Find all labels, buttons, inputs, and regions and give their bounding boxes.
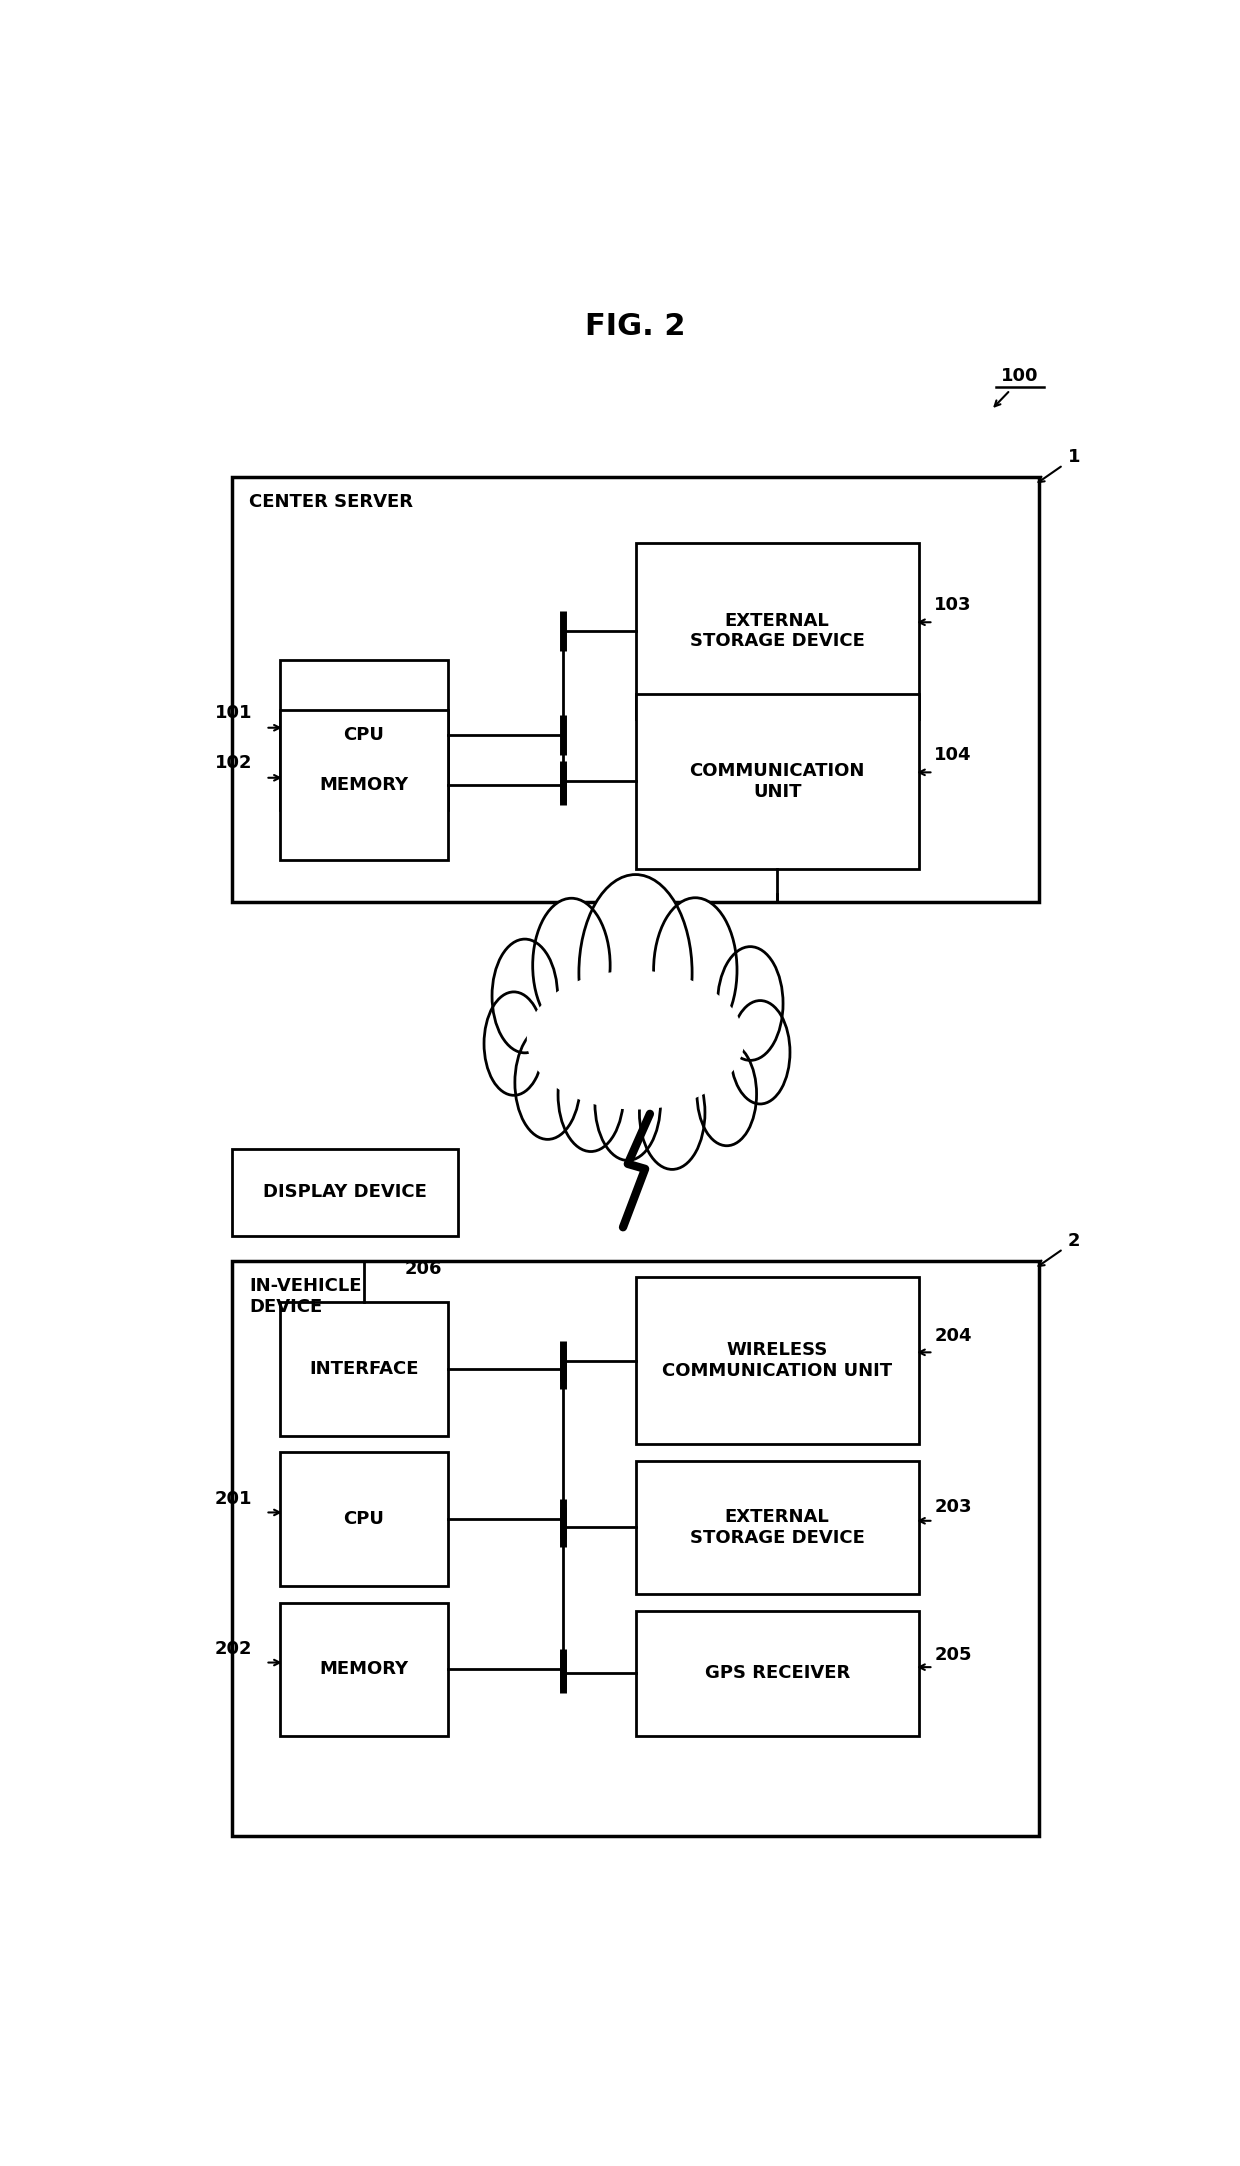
Text: DISPLAY DEVICE: DISPLAY DEVICE [263, 1183, 427, 1202]
Text: 204: 204 [935, 1326, 972, 1345]
Bar [232, 477, 1039, 901]
Bar [635, 1278, 919, 1445]
Circle shape [653, 897, 737, 1042]
Text: 103: 103 [935, 596, 972, 613]
Bar [635, 693, 919, 869]
Text: 102: 102 [215, 754, 252, 771]
Text: 101: 101 [215, 704, 252, 721]
Circle shape [558, 1038, 624, 1152]
Text: 104: 104 [935, 745, 972, 765]
Bar [232, 1261, 1039, 1837]
Circle shape [718, 947, 782, 1061]
Text: EXTERNAL
STORAGE DEVICE: EXTERNAL STORAGE DEVICE [689, 1508, 864, 1547]
Text: CPU: CPU [343, 1510, 384, 1529]
Text: INTERFACE: INTERFACE [309, 1360, 419, 1378]
Text: MEMORY: MEMORY [320, 775, 409, 795]
Circle shape [697, 1042, 756, 1146]
Bar [280, 661, 448, 810]
Text: FIG. 2: FIG. 2 [585, 312, 686, 340]
Text: 205: 205 [935, 1646, 972, 1663]
Bar [280, 1453, 448, 1586]
Circle shape [595, 1046, 661, 1161]
Text: GPS RECEIVER: GPS RECEIVER [704, 1663, 849, 1683]
Text: 201: 201 [215, 1490, 252, 1508]
Text: EXTERNAL
STORAGE DEVICE: EXTERNAL STORAGE DEVICE [689, 611, 864, 650]
Bar [635, 1460, 919, 1594]
Text: CPU: CPU [343, 726, 384, 745]
Circle shape [579, 875, 692, 1070]
Text: 2: 2 [1068, 1232, 1080, 1250]
Ellipse shape [516, 953, 755, 1118]
Circle shape [492, 940, 558, 1053]
Text: CENTER SERVER: CENTER SERVER [249, 494, 413, 511]
Text: WIRELESS
COMMUNICATION UNIT: WIRELESS COMMUNICATION UNIT [662, 1341, 893, 1380]
Text: MEMORY: MEMORY [320, 1659, 409, 1679]
Text: 203: 203 [935, 1499, 972, 1516]
Circle shape [515, 1027, 580, 1139]
Bar [280, 1302, 448, 1436]
Bar [280, 1603, 448, 1735]
Text: 100: 100 [1001, 366, 1039, 386]
Bar [280, 710, 448, 860]
Ellipse shape [527, 970, 744, 1109]
Text: 206: 206 [404, 1261, 441, 1278]
Circle shape [640, 1055, 706, 1170]
Text: COMMUNICATION
UNIT: COMMUNICATION UNIT [689, 762, 866, 801]
Text: 202: 202 [215, 1640, 252, 1659]
Bar [232, 1148, 458, 1235]
Bar [635, 1612, 919, 1735]
Bar [635, 544, 919, 719]
Text: IN-VEHICLE
DEVICE: IN-VEHICLE DEVICE [249, 1278, 362, 1317]
Circle shape [730, 1001, 790, 1105]
Text: 1: 1 [1068, 448, 1080, 466]
Circle shape [533, 899, 610, 1033]
Circle shape [484, 992, 543, 1096]
